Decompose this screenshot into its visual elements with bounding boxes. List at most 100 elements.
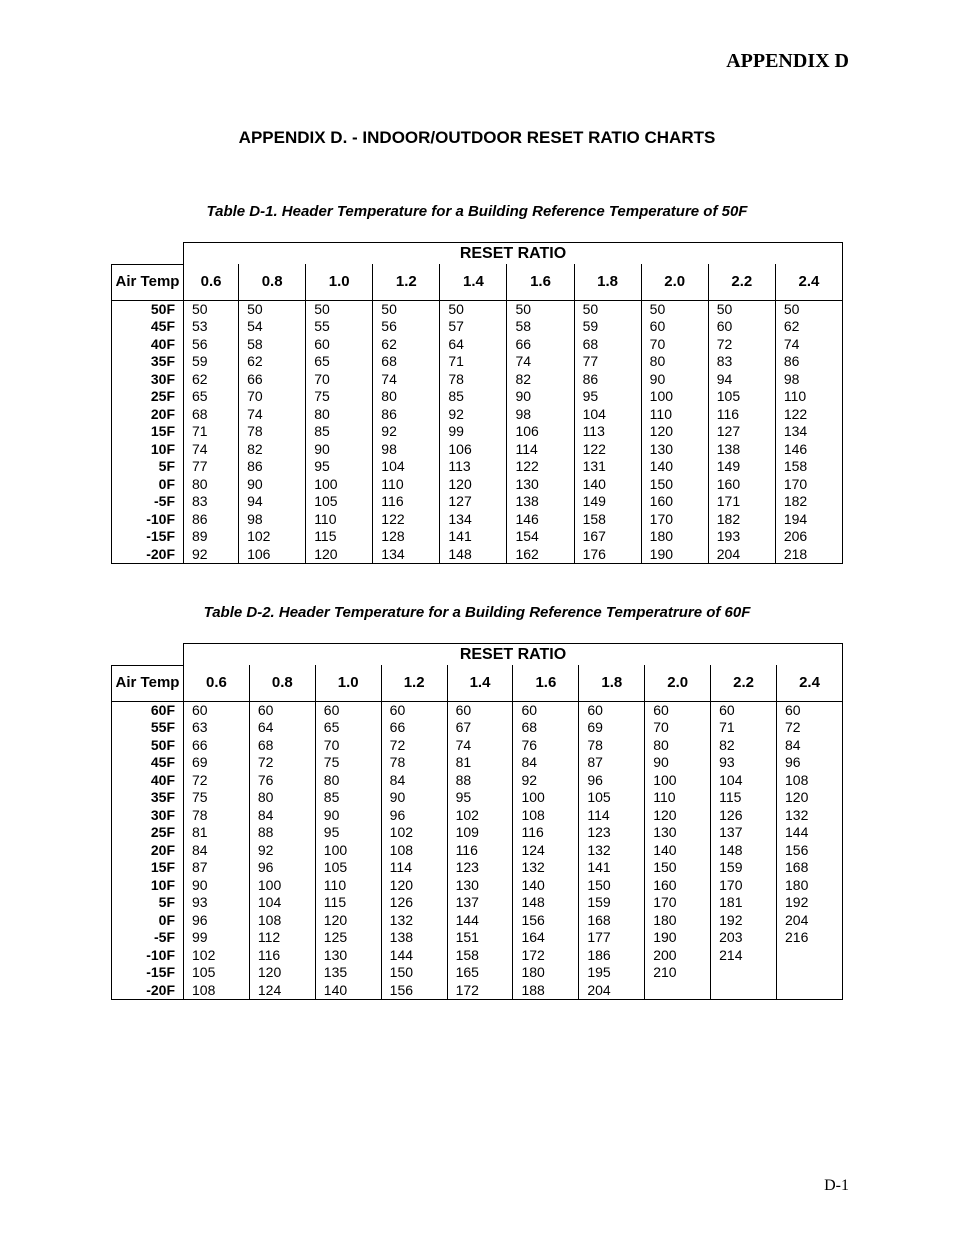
data-cell: 170 <box>775 476 842 494</box>
data-cell: 60 <box>711 701 777 719</box>
row-label: 0F <box>112 912 184 930</box>
data-cell: 72 <box>708 336 775 354</box>
data-cell: 70 <box>641 336 708 354</box>
data-cell: 116 <box>373 493 440 511</box>
data-cell: 72 <box>777 719 843 737</box>
data-cell: 195 <box>579 964 645 982</box>
data-cell: 80 <box>184 476 239 494</box>
data-cell: 100 <box>513 789 579 807</box>
data-cell: 84 <box>777 737 843 755</box>
row-label: 20F <box>112 406 184 424</box>
data-cell: 85 <box>306 423 373 441</box>
data-cell: 186 <box>579 947 645 965</box>
data-cell: 92 <box>513 772 579 790</box>
data-cell: 194 <box>775 511 842 529</box>
data-cell: 72 <box>184 772 250 790</box>
data-cell: 90 <box>381 789 447 807</box>
table-2: RESET RATIO Air Temp 0.6 0.8 1.0 1.2 1.4… <box>111 643 843 1000</box>
data-cell: 124 <box>249 982 315 1000</box>
data-cell: 203 <box>711 929 777 947</box>
data-cell: 50 <box>373 300 440 318</box>
data-cell: 106 <box>507 423 574 441</box>
data-cell: 88 <box>447 772 513 790</box>
data-cell <box>777 982 843 1000</box>
data-cell: 134 <box>373 546 440 564</box>
data-cell: 64 <box>249 719 315 737</box>
data-cell: 210 <box>645 964 711 982</box>
data-cell: 78 <box>184 807 250 825</box>
row-label: 35F <box>112 353 184 371</box>
data-cell: 92 <box>249 842 315 860</box>
data-cell: 75 <box>184 789 250 807</box>
data-cell: 65 <box>306 353 373 371</box>
data-cell: 127 <box>708 423 775 441</box>
data-cell: 149 <box>574 493 641 511</box>
data-cell: 85 <box>440 388 507 406</box>
data-cell: 100 <box>641 388 708 406</box>
data-cell: 165 <box>447 964 513 982</box>
data-cell: 102 <box>381 824 447 842</box>
row-label: 50F <box>112 737 184 755</box>
data-cell: 116 <box>447 842 513 860</box>
data-cell: 50 <box>184 300 239 318</box>
data-cell: 140 <box>641 458 708 476</box>
row-label: -15F <box>112 964 184 982</box>
data-cell: 80 <box>645 737 711 755</box>
data-cell: 68 <box>249 737 315 755</box>
data-cell: 70 <box>315 737 381 755</box>
data-cell: 104 <box>373 458 440 476</box>
col-header: 1.4 <box>440 264 507 300</box>
data-cell: 60 <box>381 701 447 719</box>
data-cell: 110 <box>315 877 381 895</box>
data-cell: 88 <box>249 824 315 842</box>
data-cell: 114 <box>507 441 574 459</box>
data-cell: 82 <box>507 371 574 389</box>
col-header: 2.2 <box>711 665 777 701</box>
data-cell: 95 <box>447 789 513 807</box>
data-cell: 58 <box>239 336 306 354</box>
row-label: 10F <box>112 877 184 895</box>
data-cell: 99 <box>440 423 507 441</box>
data-cell: 137 <box>711 824 777 842</box>
row-label: 35F <box>112 789 184 807</box>
data-cell: 66 <box>184 737 250 755</box>
data-cell: 115 <box>711 789 777 807</box>
data-cell: 218 <box>775 546 842 564</box>
data-cell: 70 <box>239 388 306 406</box>
data-cell: 134 <box>775 423 842 441</box>
data-cell: 193 <box>708 528 775 546</box>
data-cell: 154 <box>507 528 574 546</box>
data-cell: 140 <box>645 842 711 860</box>
data-cell <box>711 982 777 1000</box>
data-cell: 92 <box>440 406 507 424</box>
data-cell: 124 <box>513 842 579 860</box>
data-cell: 125 <box>315 929 381 947</box>
data-cell: 110 <box>373 476 440 494</box>
row-label: 10F <box>112 441 184 459</box>
data-cell: 80 <box>641 353 708 371</box>
row-label: -20F <box>112 546 184 564</box>
data-cell: 69 <box>579 719 645 737</box>
data-cell: 122 <box>574 441 641 459</box>
data-cell: 167 <box>574 528 641 546</box>
data-cell: 106 <box>239 546 306 564</box>
data-cell: 86 <box>184 511 239 529</box>
data-cell: 130 <box>641 441 708 459</box>
data-cell: 98 <box>239 511 306 529</box>
data-cell: 86 <box>775 353 842 371</box>
data-cell: 66 <box>381 719 447 737</box>
data-cell: 170 <box>641 511 708 529</box>
data-cell: 56 <box>373 318 440 336</box>
data-cell: 148 <box>440 546 507 564</box>
appendix-title: APPENDIX D. - INDOOR/OUTDOOR RESET RATIO… <box>105 128 849 148</box>
data-cell: 120 <box>641 423 708 441</box>
data-cell: 144 <box>777 824 843 842</box>
data-cell: 190 <box>641 546 708 564</box>
data-cell: 86 <box>574 371 641 389</box>
data-cell: 204 <box>777 912 843 930</box>
data-cell: 159 <box>579 894 645 912</box>
data-cell: 181 <box>711 894 777 912</box>
col-header: 1.4 <box>447 665 513 701</box>
row-label: -15F <box>112 528 184 546</box>
data-cell: 83 <box>708 353 775 371</box>
